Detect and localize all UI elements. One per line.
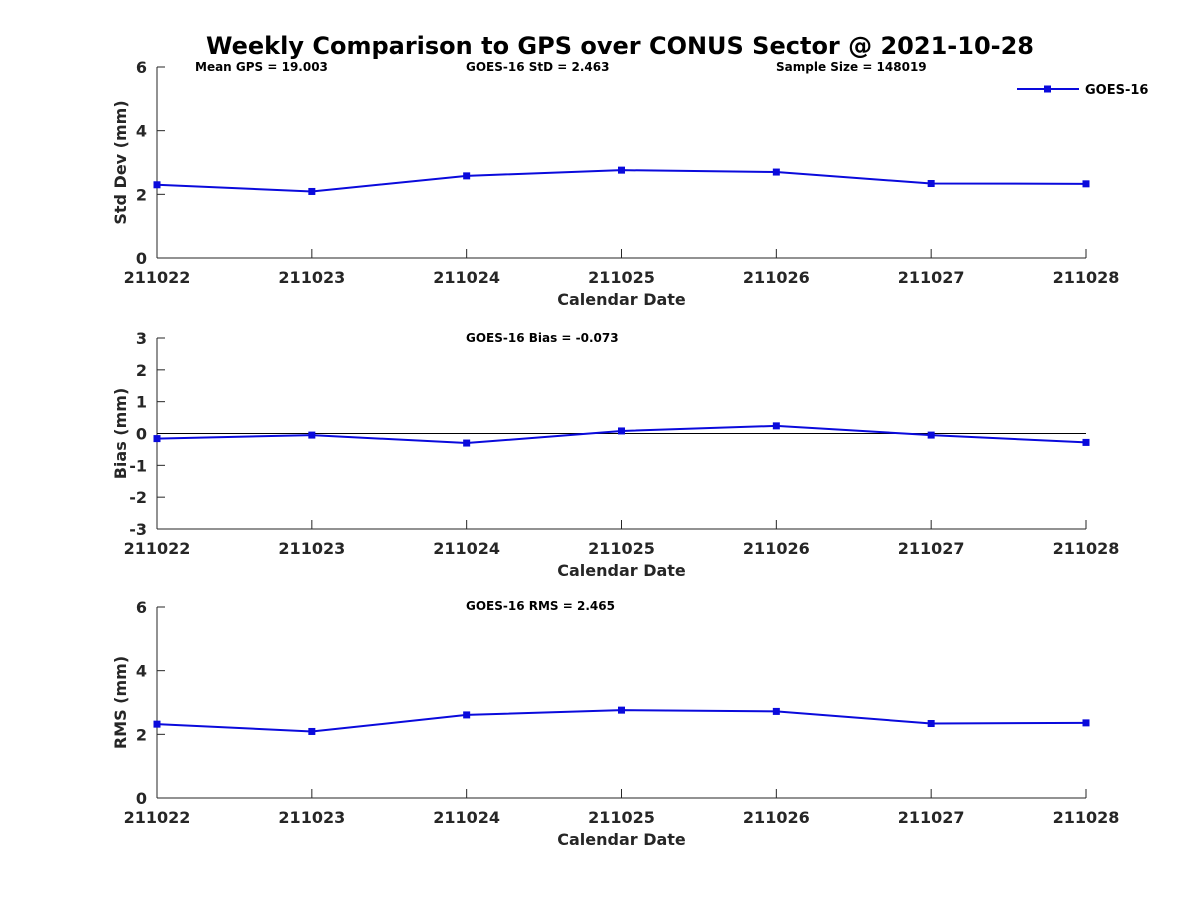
bias-data-point xyxy=(618,427,625,435)
std-dev-y-axis-label: Std Dev (mm) xyxy=(111,100,130,224)
mean-gps-annotation: Mean GPS = 19.003 xyxy=(195,60,328,74)
rms-x-axis-label: Calendar Date xyxy=(557,830,686,849)
bias-panel: -3 -2 -1 0 1 2 3 211022 211023 211024 211025 211026… xyxy=(111,329,1119,580)
bias-data-point xyxy=(1082,438,1090,446)
std-dev-y-tick-label: 4 xyxy=(136,122,147,141)
std-dev-x-tick-label: 211023 xyxy=(278,268,345,287)
std-dev-data-point xyxy=(153,181,161,189)
std-dev-y-tick-label: 6 xyxy=(136,58,147,77)
std-dev-x-tick-label: 211028 xyxy=(1053,268,1120,287)
bias-annotation: GOES-16 Bias = -0.073 xyxy=(466,331,619,345)
std-dev-panel: 0 2 4 6 211022 211023 211024 211025 211026 211027… xyxy=(111,58,1119,309)
rms-x-tick-label: 211026 xyxy=(743,808,810,827)
rms-x-tick-label: 211025 xyxy=(588,808,655,827)
std-dev-data-point xyxy=(1082,180,1090,188)
legend-label: GOES-16 xyxy=(1085,83,1148,98)
bias-y-tick-label: 2 xyxy=(136,361,147,380)
bias-data-point xyxy=(308,431,316,439)
rms-data-point xyxy=(463,711,471,719)
rms-x-tick-label: 211027 xyxy=(898,808,965,827)
rms-y-tick-label: 4 xyxy=(136,662,147,681)
std-annotation: GOES-16 StD = 2.463 xyxy=(466,60,609,74)
bias-x-tick-label: 211026 xyxy=(743,539,810,558)
bias-y-tick-label: -1 xyxy=(129,456,147,475)
rms-data-point xyxy=(772,707,780,715)
std-dev-data-point xyxy=(308,187,316,195)
bias-x-tick-label: 211024 xyxy=(433,539,500,558)
rms-y-tick-label: 6 xyxy=(136,598,147,617)
rms-data-point xyxy=(308,727,316,735)
bias-x-tick-label: 211028 xyxy=(1053,539,1120,558)
bias-x-tick-label: 211025 xyxy=(588,539,655,558)
rms-x-tick-label: 211023 xyxy=(278,808,345,827)
rms-x-tick-label: 211022 xyxy=(124,808,191,827)
std-dev-x-tick-label: 211024 xyxy=(433,268,500,287)
std-dev-y-tick-label: 0 xyxy=(136,249,147,268)
bias-y-tick-label: 1 xyxy=(136,393,147,412)
std-dev-data-point xyxy=(927,180,935,188)
std-dev-data-point xyxy=(618,166,625,174)
rms-panel: 0 2 4 6 211022 211023 211024 211025 211026 211027… xyxy=(111,598,1119,849)
std-dev-x-tick-label: 211026 xyxy=(743,268,810,287)
bias-data-point xyxy=(927,431,935,439)
rms-annotation: GOES-16 RMS = 2.465 xyxy=(466,599,615,613)
bias-x-tick-label: 211027 xyxy=(898,539,965,558)
rms-x-tick-label: 211028 xyxy=(1053,808,1120,827)
chart-title: Weekly Comparison to GPS over CONUS Sect… xyxy=(206,32,1034,60)
rms-y-tick-label: 2 xyxy=(136,725,147,744)
std-dev-x-tick-label: 211022 xyxy=(124,268,191,287)
legend: GOES-16 xyxy=(1017,83,1148,98)
bias-y-axis-label: Bias (mm) xyxy=(111,388,130,480)
rms-data-point xyxy=(1082,719,1090,727)
bias-data-point xyxy=(463,439,471,447)
std-dev-x-tick-label: 211025 xyxy=(588,268,655,287)
std-dev-data-point xyxy=(463,172,471,180)
bias-data-point xyxy=(153,435,161,443)
bias-x-tick-label: 211022 xyxy=(124,539,191,558)
rms-x-tick-label: 211024 xyxy=(433,808,500,827)
rms-data-point xyxy=(927,720,935,728)
bias-x-axis-label: Calendar Date xyxy=(557,561,686,580)
bias-data-point xyxy=(772,422,780,430)
plot-panels: 0 2 4 6 211022 211023 211024 211025 211026 211027… xyxy=(111,58,1119,849)
bias-y-tick-label: 3 xyxy=(136,329,147,348)
bias-y-tick-label: -3 xyxy=(129,520,147,539)
std-dev-data-point xyxy=(772,168,780,176)
rms-data-point xyxy=(153,720,161,728)
bias-y-tick-label: -2 xyxy=(129,488,147,507)
legend-marker xyxy=(1044,85,1051,93)
rms-data-point xyxy=(618,706,625,714)
bias-x-tick-label: 211023 xyxy=(278,539,345,558)
bias-y-tick-label: 0 xyxy=(136,425,147,444)
std-dev-y-tick-label: 2 xyxy=(136,185,147,204)
rms-y-tick-label: 0 xyxy=(136,789,147,808)
std-dev-x-axis-label: Calendar Date xyxy=(557,290,686,309)
rms-y-axis-label: RMS (mm) xyxy=(111,656,130,749)
sample-size-annotation: Sample Size = 148019 xyxy=(776,60,927,74)
std-dev-x-tick-label: 211027 xyxy=(898,268,965,287)
